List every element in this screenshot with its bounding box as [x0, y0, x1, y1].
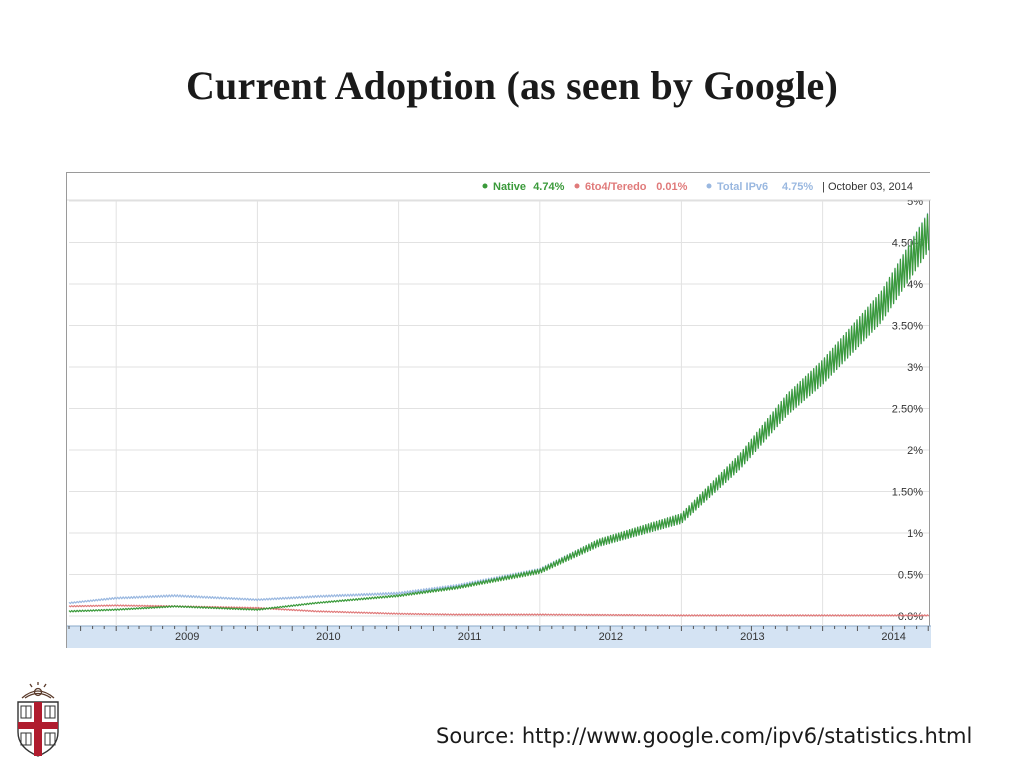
y-tick-label: 1.50%	[892, 487, 923, 499]
x-tick-label: 2014	[881, 631, 905, 643]
y-tick-label: 0.5%	[898, 570, 923, 582]
y-tick-label: 0.0%	[898, 611, 923, 623]
legend-value: 0.01%	[656, 181, 687, 193]
y-tick-label: 2%	[907, 445, 923, 457]
x-axis-band	[67, 626, 931, 648]
x-tick-label: 2010	[316, 631, 340, 643]
y-tick-label: 1%	[907, 528, 923, 540]
slide-title: Current Adoption (as seen by Google)	[185, 63, 839, 108]
legend-value: 4.75%	[782, 181, 813, 193]
legend-marker	[574, 183, 580, 189]
university-seal-icon	[17, 682, 59, 757]
x-tick-label: 2013	[740, 631, 764, 643]
x-tick-label: 2011	[458, 631, 482, 643]
legend-label: Total IPv6	[717, 181, 768, 193]
x-tick-label: 2009	[175, 631, 199, 643]
legend-value: 4.74%	[533, 181, 564, 193]
y-tick-label: 4.50%	[892, 238, 923, 250]
y-tick-label: 2.50%	[892, 404, 923, 416]
legend-separator: |	[822, 181, 825, 193]
chart-svg: 0.0%0.5%1%1.50%2%2.50%3%3.50%4%4.50%5%20…	[67, 173, 931, 648]
series-line-native	[68, 213, 930, 613]
legend-date: October 03, 2014	[828, 181, 913, 193]
x-tick-label: 2012	[599, 631, 623, 643]
legend-label: 6to4/Teredo	[585, 181, 647, 193]
ipv6-adoption-chart: 0.0% 0.5% 1% 1.50% 2% 2.50% 3% 3.50% 4% 4.50% 5% 20…	[66, 172, 931, 648]
legend-marker	[706, 183, 712, 189]
y-tick-label: 3%	[907, 362, 923, 374]
legend-strip	[67, 173, 931, 200]
y-tick-label: 4%	[907, 279, 923, 291]
y-tick-label: 3.50%	[892, 321, 923, 333]
legend-label: Native	[493, 181, 526, 193]
source-citation: Source: http://www.google.com/ipv6/stati…	[436, 724, 973, 748]
series-line-6to4-teredo	[68, 604, 930, 617]
legend-marker	[482, 183, 488, 189]
